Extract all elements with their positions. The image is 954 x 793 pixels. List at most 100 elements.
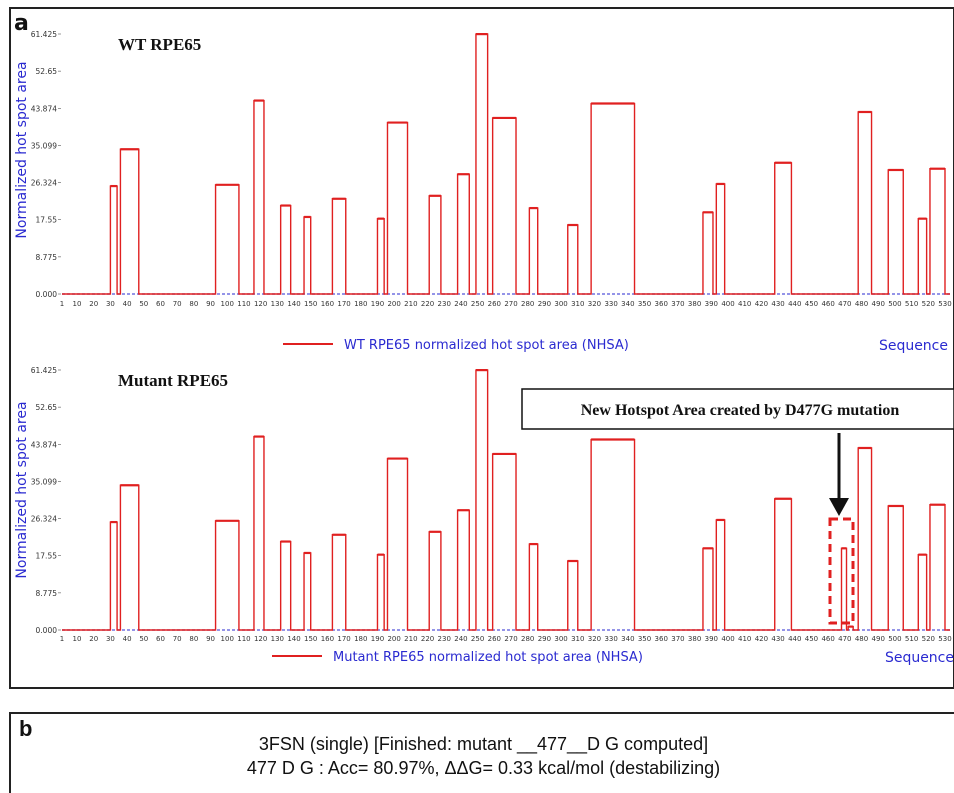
mutant-x-tick-label: 250 xyxy=(471,635,484,643)
mutant-x-tick-label: 100 xyxy=(221,635,234,643)
wt-legend-label: WT RPE65 normalized hot spot area (NHSA) xyxy=(344,338,629,353)
wt-x-tick-label: 150 xyxy=(304,300,317,308)
mutant-x-tick-label: 440 xyxy=(788,635,801,643)
mutant-x-tick-label: 330 xyxy=(604,635,617,643)
wt-x-tick-label: 440 xyxy=(788,300,801,308)
mutant-x-tick-label: 180 xyxy=(354,635,367,643)
mutant-x-tick-label: 530 xyxy=(938,635,951,643)
wt-x-tick-label: 460 xyxy=(821,300,834,308)
wt-x-tick-label: 50 xyxy=(139,300,148,308)
mutant-x-axis-label: Sequence xyxy=(885,650,954,666)
panel-a-frame xyxy=(9,7,954,689)
panel-b: b 3FSN (single) [Finished: mutant __477_… xyxy=(9,712,954,793)
mutant-x-tick-label: 210 xyxy=(404,635,417,643)
mutant-y-ticks: 0.000 8.775 17.55 26.324 35.099 43.874 52.65 61… xyxy=(31,366,61,635)
wt-x-tick-label: 360 xyxy=(655,300,668,308)
mutant-x-tick-label: 310 xyxy=(571,635,584,643)
wt-series-line xyxy=(62,33,950,295)
wt-x-axis-label: Sequence xyxy=(879,338,948,354)
wt-x-tick-label: 230 xyxy=(438,300,451,308)
mutant-x-tick-label: 90 xyxy=(206,635,215,643)
wt-x-tick-label: 500 xyxy=(888,300,901,308)
wt-x-tick-label: 410 xyxy=(738,300,751,308)
wt-x-tick-label: 40 xyxy=(123,300,132,308)
figure-panel-a: a WT RPE65 Normalized hot spot area 0.00… xyxy=(9,7,954,689)
mutant-y-tick-label: 52.65 xyxy=(36,403,58,412)
wt-x-tick-label: 280 xyxy=(521,300,534,308)
mutant-x-tick-label: 340 xyxy=(621,635,634,643)
mutant-x-tick-label: 190 xyxy=(371,635,384,643)
wt-x-tick-label: 290 xyxy=(538,300,551,308)
mutant-x-tick-label: 350 xyxy=(638,635,651,643)
callout-text: New Hotspot Area created by D477G mutati… xyxy=(581,402,900,419)
mutant-x-tick-label: 200 xyxy=(387,635,400,643)
wt-x-tick-label: 400 xyxy=(721,300,734,308)
mutant-x-tick-label: 110 xyxy=(237,635,250,643)
mutant-x-tick-label: 260 xyxy=(488,635,501,643)
wt-y-tick-label: 61.425 xyxy=(31,30,57,39)
mutant-y-tick-label: 8.775 xyxy=(36,589,58,598)
callout-arrow-head xyxy=(829,498,849,516)
wt-y-tick-label: 17.55 xyxy=(36,216,58,225)
mutant-x-tick-label: 240 xyxy=(454,635,467,643)
wt-x-tick-label: 10 xyxy=(73,300,82,308)
mutant-x-tick-label: 410 xyxy=(738,635,751,643)
mutant-x-tick-label: 160 xyxy=(321,635,334,643)
wt-x-tick-label: 20 xyxy=(89,300,98,308)
wt-y-axis-label: Normalized hot spot area xyxy=(14,61,30,238)
mutant-x-tick-label: 290 xyxy=(538,635,551,643)
mutant-x-tick-label: 300 xyxy=(554,635,567,643)
wt-x-tick-label: 70 xyxy=(173,300,182,308)
wt-x-tick-label: 30 xyxy=(106,300,115,308)
wt-x-tick-label: 90 xyxy=(206,300,215,308)
mutant-chart-title: Mutant RPE65 xyxy=(118,371,228,390)
mutant-x-tick-label: 20 xyxy=(89,635,98,643)
new-hotspot-highlight xyxy=(828,517,855,625)
mutant-x-tick-label: 30 xyxy=(106,635,115,643)
wt-x-tick-label: 520 xyxy=(922,300,935,308)
mutant-x-tick-label: 60 xyxy=(156,635,165,643)
mutant-y-tick-label: 43.874 xyxy=(31,440,57,449)
mutant-x-tick-label: 270 xyxy=(504,635,517,643)
mutation-status-line: 3FSN (single) [Finished: mutant __477__D… xyxy=(258,734,709,754)
mutant-x-tick-label: 480 xyxy=(855,635,868,643)
mutant-x-tick-label: 400 xyxy=(721,635,734,643)
mutant-y-axis-label: Normalized hot spot area xyxy=(14,401,30,578)
wt-x-tick-label: 340 xyxy=(621,300,634,308)
mutant-x-tick-label: 500 xyxy=(888,635,901,643)
mutant-x-tick-label: 140 xyxy=(287,635,300,643)
panel-a-label: a xyxy=(14,11,29,36)
wt-y-tick-label: 52.65 xyxy=(36,67,58,76)
wt-x-tick-label: 190 xyxy=(371,300,384,308)
wt-x-tick-label: 120 xyxy=(254,300,267,308)
mutant-x-tick-label: 50 xyxy=(139,635,148,643)
wt-x-tick-label: 270 xyxy=(504,300,517,308)
wt-x-tick-label: 530 xyxy=(938,300,951,308)
wt-x-tick-label: 60 xyxy=(156,300,165,308)
wt-x-tick-label: 240 xyxy=(454,300,467,308)
wt-x-tick-label: 470 xyxy=(838,300,851,308)
wt-x-tick-label: 390 xyxy=(705,300,718,308)
mutant-x-tick-label: 360 xyxy=(655,635,668,643)
mutant-x-tick-label: 460 xyxy=(821,635,834,643)
mutant-x-tick-label: 70 xyxy=(173,635,182,643)
wt-x-tick-label: 300 xyxy=(554,300,567,308)
mutant-series xyxy=(62,369,950,631)
wt-chart: WT RPE65 Normalized hot spot area 0.000 8… xyxy=(14,30,952,354)
wt-x-tick-label: 220 xyxy=(421,300,434,308)
wt-x-tick-label: 320 xyxy=(588,300,601,308)
wt-x-tick-label: 490 xyxy=(872,300,885,308)
mutant-y-tick-label: 61.425 xyxy=(31,366,57,375)
wt-y-tick-label: 35.099 xyxy=(31,141,57,150)
wt-y-tick-label: 8.775 xyxy=(36,253,58,262)
wt-x-tick-label: 420 xyxy=(755,300,768,308)
mutant-y-tick-label: 0.000 xyxy=(36,626,58,635)
wt-x-tick-label: 480 xyxy=(855,300,868,308)
mutant-legend-label: Mutant RPE65 normalized hot spot area (N… xyxy=(333,650,643,665)
mutant-x-tick-label: 490 xyxy=(872,635,885,643)
mutant-x-tick-label: 220 xyxy=(421,635,434,643)
wt-y-ticks: 0.000 8.775 17.55 26.324 35.099 43.874 52.65 61… xyxy=(31,30,61,299)
mutant-x-tick-label: 380 xyxy=(688,635,701,643)
wt-x-tick-label: 250 xyxy=(471,300,484,308)
wt-x-tick-label: 200 xyxy=(387,300,400,308)
